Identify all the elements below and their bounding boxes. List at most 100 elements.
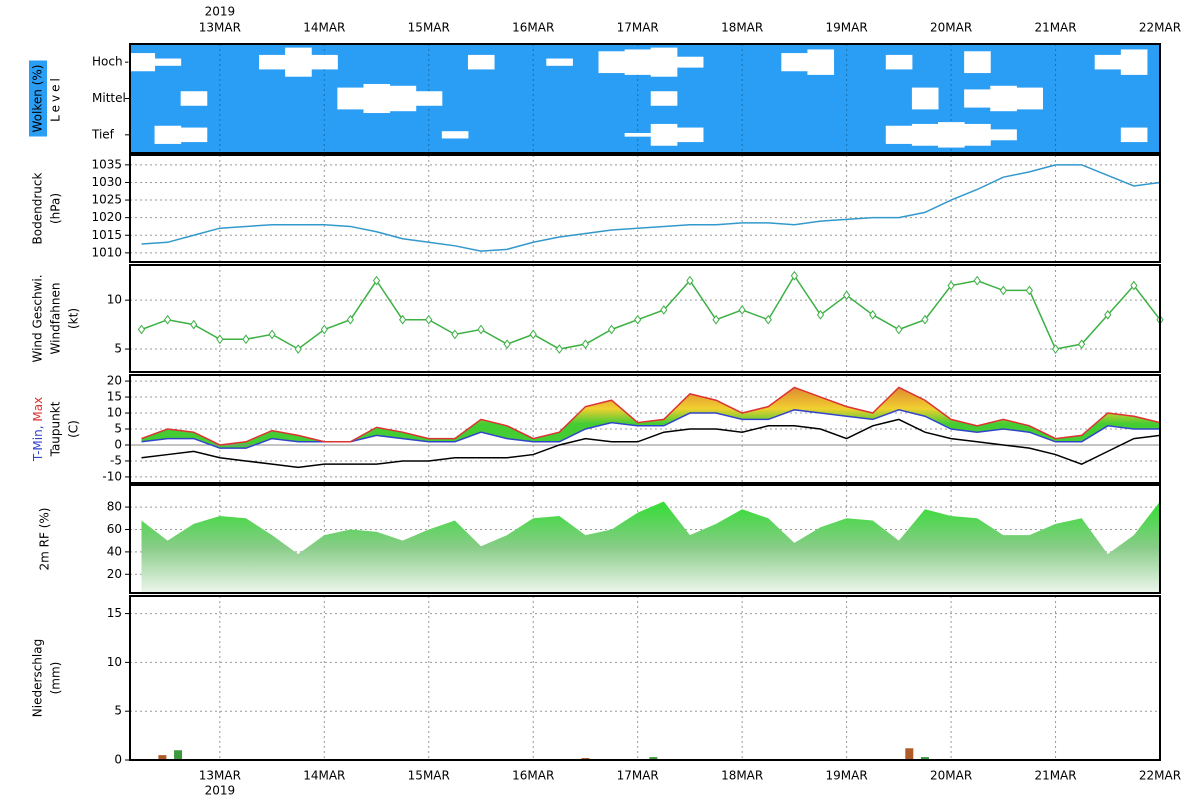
panel-frame [129, 484, 1161, 594]
cloud-cell [885, 54, 913, 70]
cloud-cell [285, 47, 312, 77]
x-tick-label-bottom: 14MAR [303, 769, 345, 783]
marker [660, 305, 668, 315]
marker [399, 314, 407, 325]
cloud-cell [676, 127, 704, 143]
cloud-cell [598, 51, 626, 74]
bar [174, 750, 183, 760]
y-tick-label: 5 [114, 342, 122, 356]
panel-frame [129, 595, 1161, 761]
marker [1078, 339, 1086, 349]
x-tick-label-top: 15MAR [408, 21, 450, 35]
marker [1104, 310, 1112, 320]
y-tick-label: 1035 [91, 157, 122, 171]
cloud-cell [676, 56, 704, 68]
x-tick-label-top: 19MAR [826, 21, 868, 35]
marker [790, 270, 799, 281]
y-tick-label: 5 [114, 704, 122, 718]
marker [216, 334, 224, 345]
temp-band [141, 387, 1161, 449]
y-tick-label: 5 [114, 422, 122, 436]
y-axis-label: Level [49, 75, 63, 122]
marker [581, 339, 590, 349]
y-axis-label: Niederschlag [31, 639, 45, 717]
line [141, 418, 1161, 469]
y-tick-label: 1025 [91, 193, 122, 207]
panel-frame [129, 154, 1161, 263]
cloud-cell [964, 123, 991, 146]
marker [999, 285, 1007, 296]
marker [451, 329, 459, 340]
cloud-cell [964, 89, 991, 108]
x-tick-label-bottom: 17MAR [617, 769, 659, 783]
marker [973, 275, 981, 286]
x-tick-label-bottom: 16MAR [512, 769, 554, 783]
cloud-cell [154, 58, 182, 66]
cloud-cell [363, 83, 391, 114]
y-tick-label: -5 [110, 453, 122, 467]
marker [425, 314, 433, 325]
x-tick-label-bottom: 19MAR [826, 769, 868, 783]
x-tick-label-top: 18MAR [721, 21, 763, 35]
cloud-cell [781, 53, 808, 72]
cloud-cell [1120, 49, 1148, 75]
marker [712, 314, 720, 325]
y-axis-label: Wolken (%) [31, 65, 45, 133]
bar [158, 755, 167, 760]
y-axis-label: (C) [67, 420, 81, 438]
marker [242, 334, 250, 345]
area [141, 501, 1161, 593]
cloud-cell [180, 91, 208, 106]
cloud-cell [624, 49, 652, 75]
marker [294, 344, 302, 354]
panel-frame [129, 43, 1161, 154]
level-label: Mittel [92, 91, 126, 105]
y-tick-label: 20 [107, 374, 122, 388]
cloud-cell [259, 54, 286, 70]
y-axis-label: Taupunkt [49, 401, 63, 457]
marker [137, 324, 146, 335]
cloud-cell [650, 47, 678, 77]
marker [869, 310, 877, 320]
y-axis-label: Windfahnen [49, 283, 63, 355]
y-tick-label: 20 [107, 567, 122, 581]
marker [842, 290, 851, 301]
label-box [29, 60, 47, 137]
y-tick-label: 0 [114, 753, 122, 767]
cloud-cell [154, 125, 182, 144]
marker [634, 314, 642, 325]
cloud-cell [1094, 54, 1122, 70]
y-tick-label: 10 [107, 655, 122, 669]
x-tick-label-bottom: 18MAR [721, 769, 763, 783]
bar [649, 757, 658, 760]
marker [607, 324, 616, 335]
marker [764, 314, 772, 325]
y-tick-label: 80 [107, 500, 122, 514]
y-tick-label: 0 [114, 437, 122, 451]
cloud-cell [807, 49, 835, 75]
legend: T-Min, Max [31, 397, 45, 462]
line [141, 274, 1161, 350]
marker [372, 275, 381, 286]
y-tick-label: 1015 [91, 228, 122, 242]
cloud-cell [650, 91, 678, 106]
y-axis-label: Bodendruck [31, 173, 45, 245]
marker [503, 339, 511, 349]
panel-frame [129, 374, 1161, 484]
x-tick-label-bottom: 15MAR [408, 769, 450, 783]
x-tick-label-top: 21MAR [1034, 21, 1076, 35]
marker [921, 314, 929, 325]
cloud-cell [180, 127, 208, 143]
x-tick-label-top: 22MAR [1139, 21, 1181, 35]
marker [1025, 285, 1034, 296]
cloud-cell [964, 51, 991, 74]
marker [1051, 344, 1060, 354]
line [141, 409, 1160, 449]
marker [947, 280, 955, 291]
marker [816, 310, 825, 320]
x-tick-label-top: 14MAR [303, 21, 345, 35]
cloud-cell [938, 122, 965, 148]
cloud-cell [1016, 87, 1043, 110]
y-axis-label: Wind Geschwi. [31, 274, 45, 362]
